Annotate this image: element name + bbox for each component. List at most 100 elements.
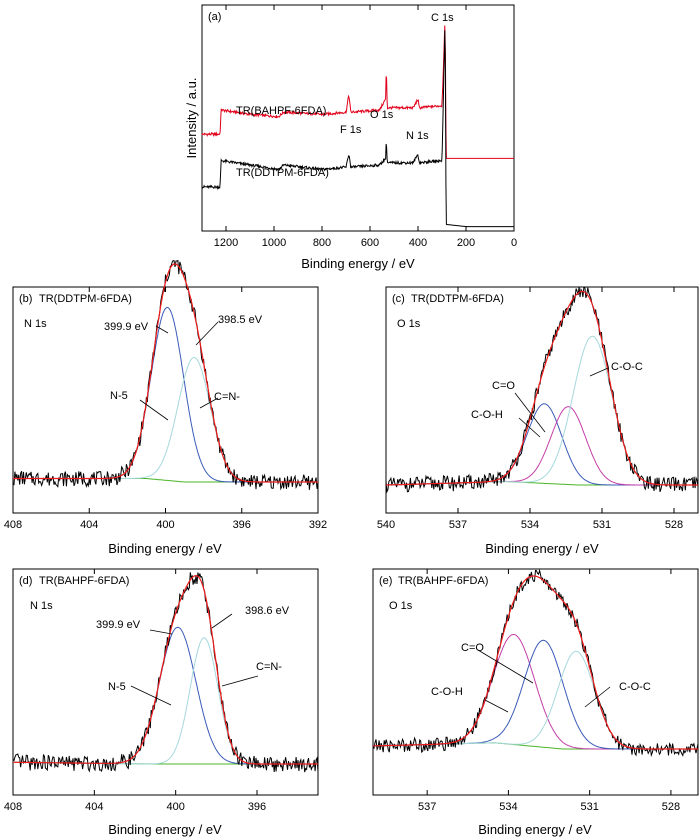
annotation-leaders: [139, 321, 219, 421]
component-label-cn: C=N-: [214, 391, 240, 403]
leader-line: [139, 399, 169, 421]
x-tick-label: 534: [521, 519, 539, 531]
survey-panel: (a) 1200 1000 800 600 400 200 0 Binding energy…: [184, 4, 517, 271]
component-label-n5: N-5: [110, 390, 128, 402]
x-ticks: [385, 287, 675, 513]
curve-group: [372, 568, 699, 758]
leader-line: [221, 675, 259, 687]
peak-annotation-399-9: 399.9 eV: [96, 619, 141, 631]
component-label-c-o-c: C-O-C: [619, 681, 651, 693]
component-label-n5: N-5: [108, 681, 126, 693]
plot-frame: [385, 286, 699, 514]
x-tick-labels: 540 537 534 531 528: [377, 519, 683, 531]
component-label-cn: C=N-: [256, 661, 282, 673]
peak-label-f1s: F 1s: [340, 124, 362, 136]
x-tick-label: 200: [457, 237, 475, 249]
component-peak: [386, 403, 698, 486]
component-label-c-o: C=O: [461, 642, 484, 654]
curve-group: [12, 572, 319, 773]
component-peak: [13, 306, 318, 483]
series-group: [201, 25, 514, 228]
leader-line: [584, 686, 611, 708]
annotation-leaders: [514, 367, 609, 438]
core-level-label: O 1s: [389, 600, 413, 612]
x-tick-label: 408: [4, 519, 22, 531]
series-label-bahpf: TR(BAHPF-6FDA): [236, 105, 326, 117]
x-tick-labels: 1200 1000 800 600 400 200 0: [214, 237, 517, 249]
series-line: [201, 30, 514, 228]
sample-label: TR(BAHPF-6FDA): [398, 575, 488, 587]
x-tick-label: 800: [313, 237, 331, 249]
x-axis-label: Binding energy / eV: [478, 822, 592, 837]
o1s-bahpf-panel: (e) TR(BAHPF-6FDA) O 1s 537 534 531 528 C=O…: [372, 568, 699, 837]
curve-group: [385, 286, 699, 494]
x-ticks: [12, 569, 258, 795]
plot-frame: [372, 568, 699, 796]
leader-line: [195, 321, 219, 346]
peak-annotation-399-9: 399.9 eV: [104, 321, 149, 333]
component-peak: [373, 639, 698, 750]
x-tick-label: 531: [593, 519, 611, 531]
x-tick-labels: 537 534 531 528: [418, 801, 680, 813]
x-tick-label: 600: [361, 237, 379, 249]
component-label-c-o-h: C-O-H: [431, 686, 463, 698]
x-tick-label: 404: [80, 519, 98, 531]
component-peak: [386, 406, 698, 486]
x-tick-label: 537: [449, 519, 467, 531]
component-peak: [13, 356, 318, 483]
panel-label: (a): [208, 11, 221, 23]
component-label-c-o-h: C-O-H: [471, 409, 503, 421]
sample-label: TR(BAHPF-6FDA): [39, 575, 129, 587]
x-tick-label: 534: [499, 801, 517, 813]
x-tick-label: 400: [409, 237, 427, 249]
peak-annotation-398-6: 398.6 eV: [245, 605, 290, 617]
x-tick-labels: 408 404 400 396 392: [4, 519, 327, 531]
component-peak: [373, 650, 698, 750]
x-tick-label: 396: [248, 801, 266, 813]
measured-spectrum: [385, 286, 699, 494]
x-axis-label: Binding energy / eV: [485, 541, 599, 556]
leader-line: [130, 685, 172, 706]
plot-frame: [201, 4, 515, 232]
plot-frame: [12, 568, 319, 796]
fit-envelope: [13, 263, 318, 483]
panel-label: (e): [379, 575, 392, 587]
leader-line: [514, 392, 546, 433]
n1s-bahpf-panel: (d) TR(BAHPF-6FDA) N 1s 408 404 400 396 399…: [4, 568, 319, 837]
x-ticks: [12, 287, 319, 513]
panel-label: (d): [19, 575, 32, 587]
leader-line: [518, 417, 541, 438]
curve-group: [12, 259, 319, 491]
core-level-label: N 1s: [24, 318, 47, 330]
series-line: [201, 25, 514, 159]
core-level-label: N 1s: [30, 600, 53, 612]
peak-annotation-398-5: 398.5 eV: [218, 314, 263, 326]
fit-envelope: [13, 574, 318, 765]
x-tick-label: 537: [418, 801, 436, 813]
measured-spectrum: [12, 572, 319, 773]
peak-label-c1s: C 1s: [431, 12, 454, 24]
leader-line: [199, 397, 219, 409]
annotation-leaders: [130, 613, 259, 706]
series-label-ddtpm: TR(DDTPM-6FDA): [236, 167, 329, 179]
peak-label-o1s: O 1s: [370, 109, 394, 121]
leader-line: [589, 367, 609, 377]
x-tick-label: 1000: [262, 237, 286, 249]
x-tick-label: 400: [156, 519, 174, 531]
x-axis-label: Binding energy / eV: [301, 256, 415, 271]
leader-line: [155, 325, 169, 334]
o1s-ddtpm-panel: (c) TR(DDTPM-6FDA) O 1s 540 537 534 531 528 …: [377, 286, 699, 556]
x-tick-label: 408: [4, 801, 22, 813]
leader-line: [211, 613, 233, 629]
leader-line: [477, 649, 534, 684]
x-tick-labels: 408 404 400 396: [4, 801, 266, 813]
x-tick-label: 400: [166, 801, 184, 813]
x-tick-label: 396: [233, 519, 251, 531]
fit-envelope: [373, 575, 698, 750]
component-label-c-o-c: C-O-C: [611, 361, 643, 373]
sample-label: TR(DDTPM-6FDA): [411, 293, 504, 305]
x-tick-label: 0: [511, 237, 517, 249]
leader-line: [484, 699, 509, 713]
x-ticks: [426, 569, 672, 795]
